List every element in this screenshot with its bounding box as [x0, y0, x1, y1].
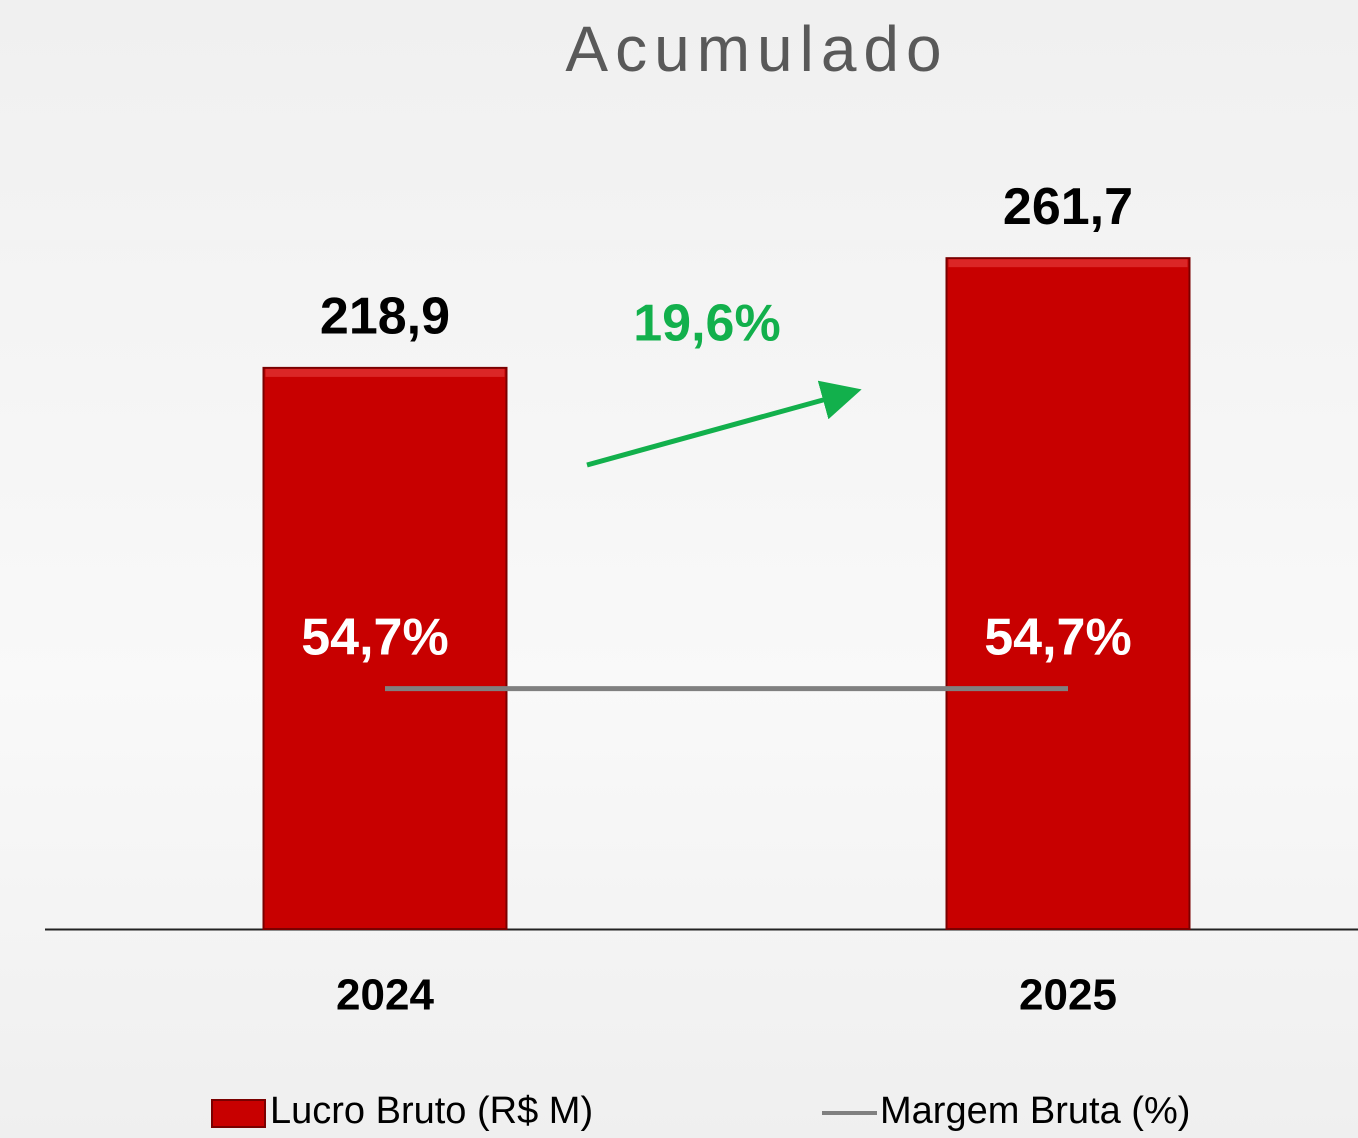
x-tick-label: 2025	[1019, 971, 1117, 1020]
bar	[262, 366, 508, 930]
chart-title: Acumulado	[565, 13, 948, 85]
annotation: 19,6%	[633, 295, 780, 353]
legend-swatch	[211, 1099, 266, 1128]
bar-highlight	[948, 259, 1188, 268]
data-label: 261,7	[1003, 178, 1133, 236]
x-tick-label: 2024	[336, 971, 434, 1020]
data-label: 54,7%	[984, 608, 1131, 666]
legend-label: Margem Bruta (%)	[880, 1090, 1190, 1132]
data-label: 54,7%	[301, 608, 448, 666]
data-label: 218,9	[320, 288, 450, 346]
legend: Lucro Bruto (R$ M) Margem Bruta (%)	[211, 1090, 1190, 1132]
growth-arrow	[586, 380, 862, 468]
legend-label: Lucro Bruto (R$ M)	[270, 1090, 593, 1132]
bar-highlight	[265, 368, 505, 377]
bar	[945, 257, 1191, 930]
